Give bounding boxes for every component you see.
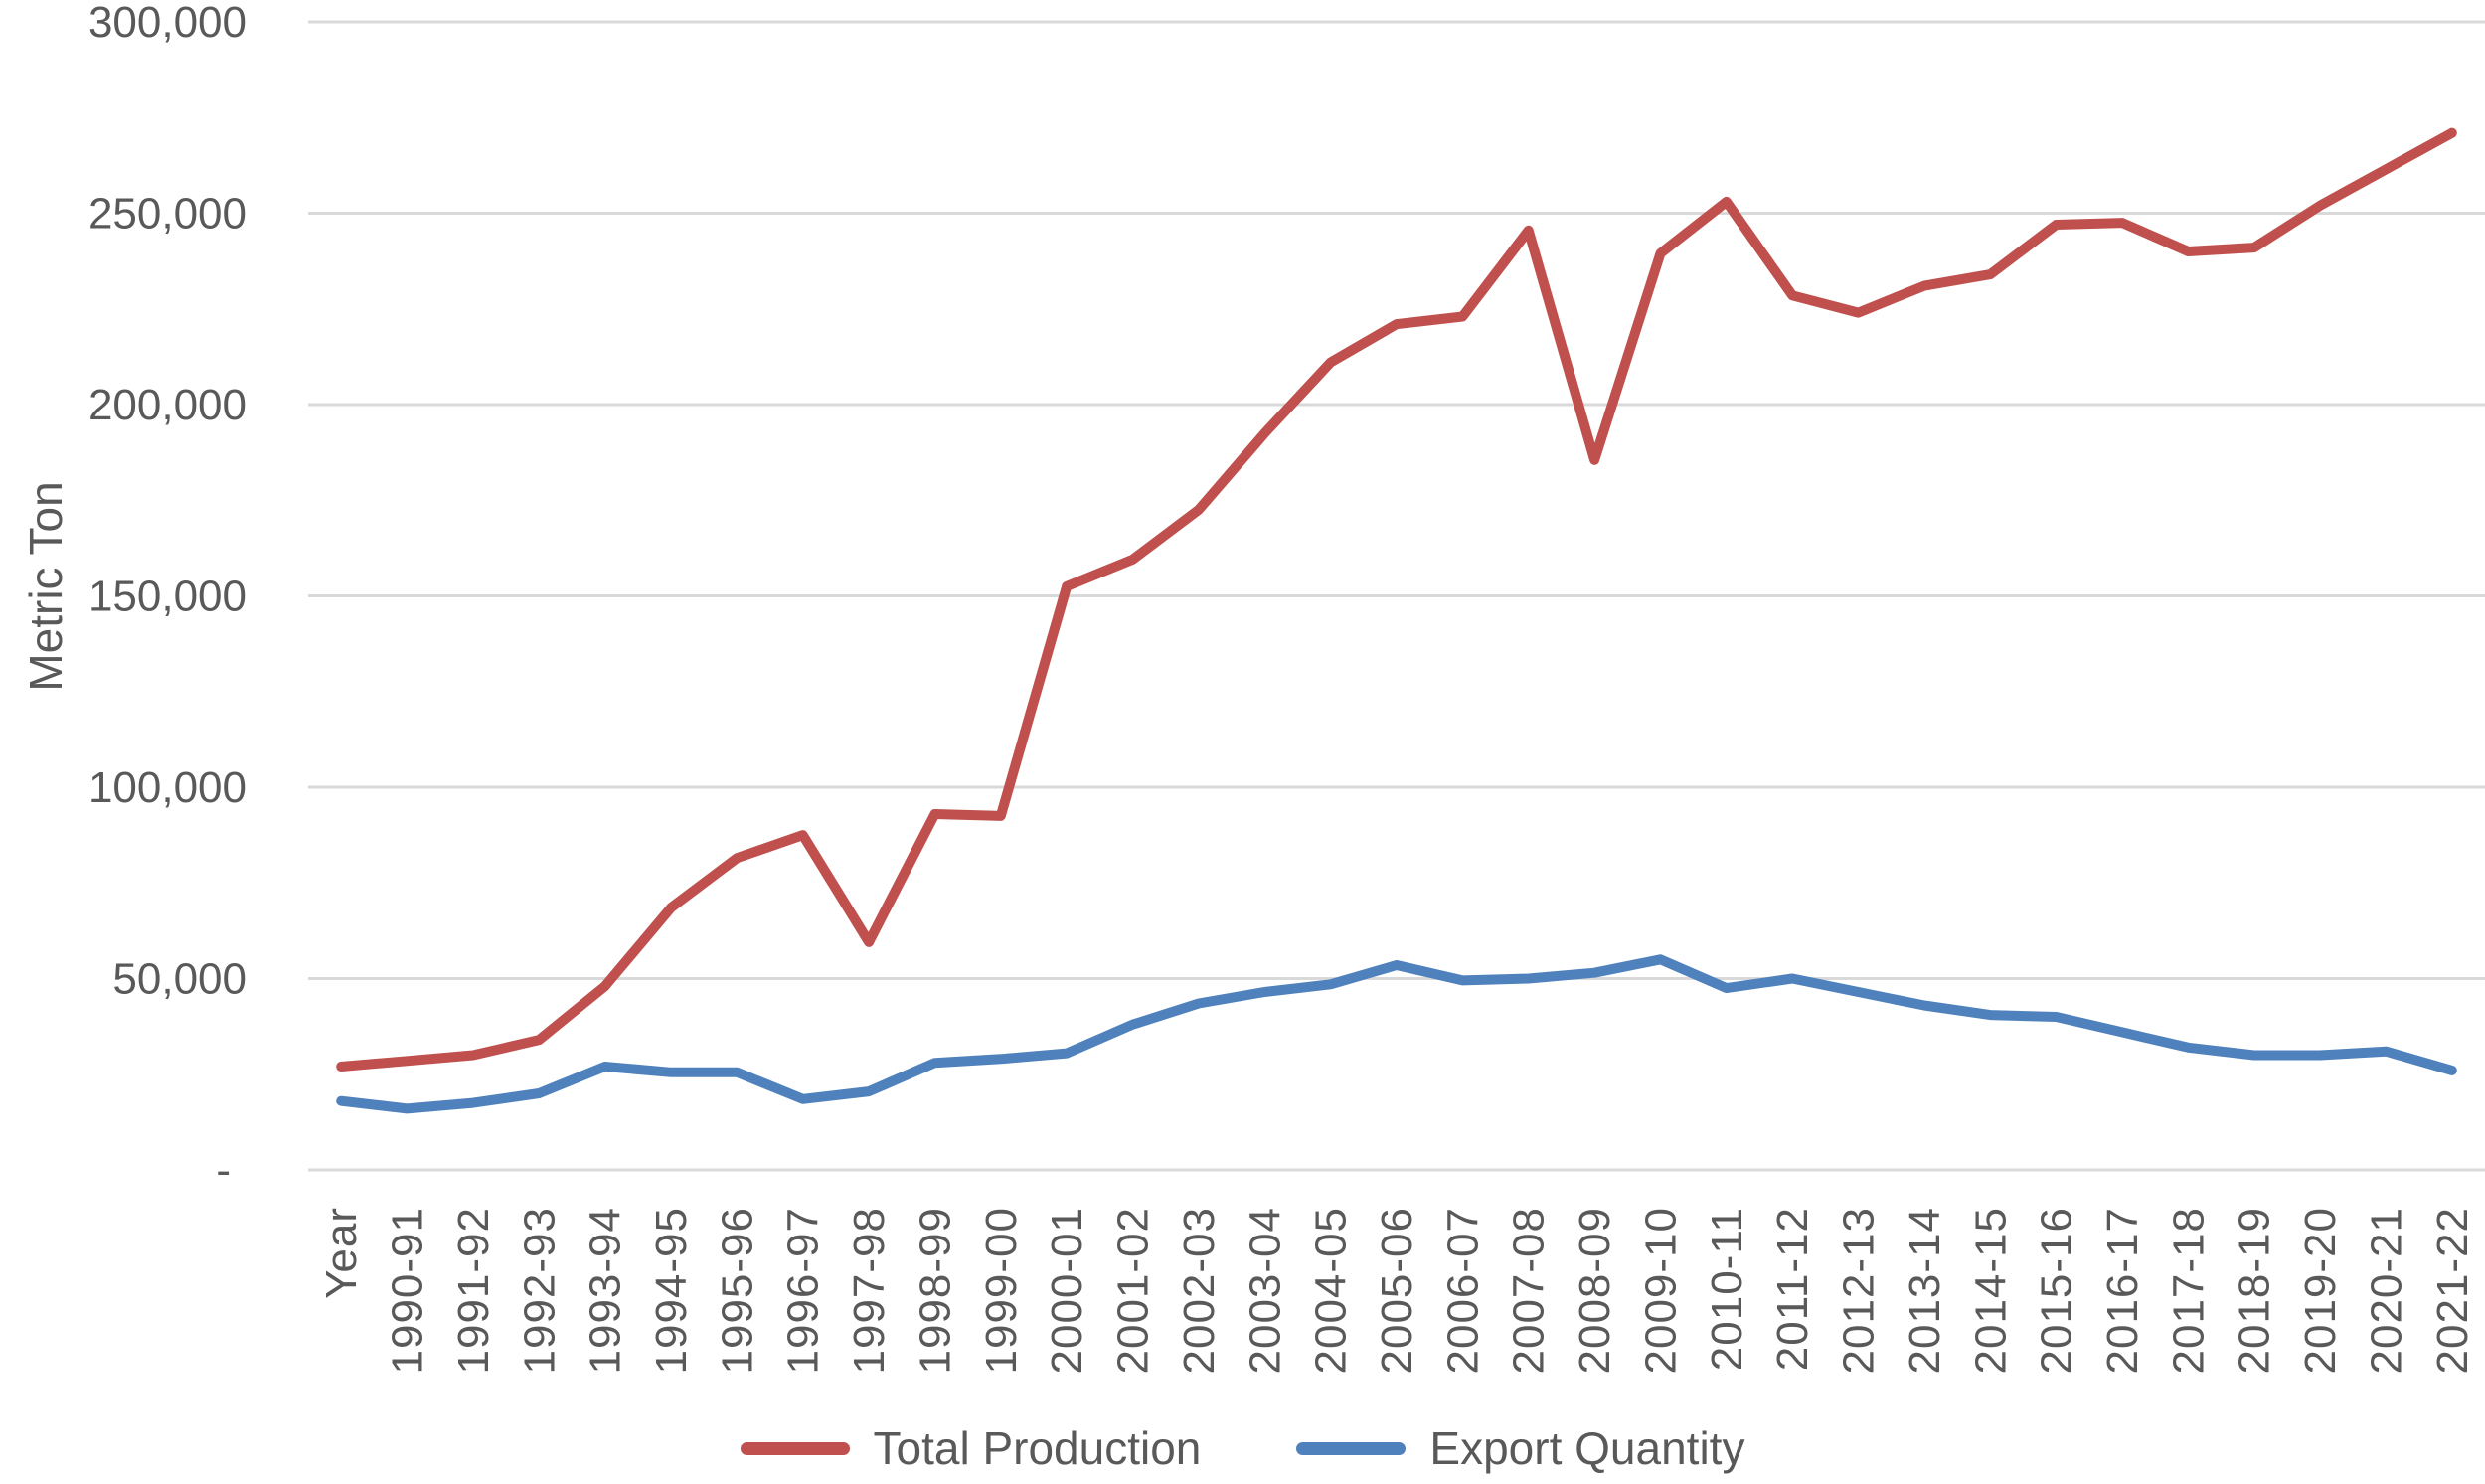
x-tick-label: 2020-21	[2363, 1207, 2411, 1374]
x-tick-label: 1998-99	[911, 1207, 960, 1374]
x-tick-label: 2012-13	[1835, 1207, 1884, 1374]
y-tick-label: -	[216, 1146, 231, 1195]
x-tick-label: 2002-03	[1175, 1207, 1224, 1374]
x-tick-label: 2015-16	[2033, 1207, 2081, 1374]
x-tick-label: 1995-96	[713, 1207, 761, 1374]
x-tick-label: 2006-07	[1438, 1207, 1487, 1374]
y-tick-label: 250,000	[88, 190, 247, 239]
y-tick-label: 200,000	[88, 381, 247, 429]
x-tick-label: 2007-08	[1505, 1207, 1554, 1374]
x-tick-label: 2008-09	[1571, 1207, 1619, 1374]
x-tick-label: 2014-15	[1966, 1207, 2015, 1374]
x-tick-label: 1997-98	[845, 1207, 894, 1374]
x-tick-label: 2009-10	[1637, 1207, 1686, 1374]
legend: Total Production Export Quantity	[0, 1421, 2485, 1475]
x-tick-label: 2011-12	[1768, 1207, 1817, 1371]
x-tick-label: 2019-20	[2296, 1207, 2345, 1374]
x-tick-label: 1996-97	[779, 1207, 828, 1374]
legend-label-total-production: Total Production	[873, 1422, 1202, 1474]
x-tick-label: 2017-18	[2164, 1207, 2213, 1374]
legend-swatch-total-production	[740, 1441, 850, 1455]
x-tick-label: 1992-93	[515, 1207, 564, 1374]
y-tick-label: 100,000	[88, 763, 247, 812]
x-tick-label: 2021-22	[2428, 1207, 2477, 1374]
x-tick-label: 2005-06	[1373, 1207, 1421, 1374]
legend-swatch-export-quantity	[1296, 1441, 1407, 1455]
x-tick-label: 2003-04	[1241, 1207, 1289, 1374]
x-tick-label: Year	[317, 1207, 366, 1299]
x-tick-label: 1994-95	[647, 1207, 696, 1374]
series-line-export-quantity	[336, 954, 2457, 1114]
x-tick-label: 1993-94	[581, 1207, 630, 1374]
legend-item-total-production: Total Production	[740, 1421, 1202, 1475]
y-axis-title: Metric Ton	[20, 481, 72, 692]
series-line-total-production	[336, 127, 2457, 1072]
x-tick-label: 1991-92	[449, 1207, 498, 1374]
x-tick-label: 1999-00	[977, 1207, 1026, 1374]
legend-item-export-quantity: Export Quantity	[1296, 1421, 1744, 1475]
x-tick-label: 2004-05	[1307, 1207, 1356, 1374]
x-tick-label: 2018-19	[2231, 1207, 2279, 1374]
x-tick-label: 2016-17	[2098, 1207, 2147, 1374]
y-tick-label: 50,000	[112, 955, 247, 1004]
y-tick-label: 300,000	[88, 0, 247, 47]
x-tick-label: 2013-14	[1901, 1207, 1949, 1374]
y-tick-label: 150,000	[88, 573, 247, 621]
x-tick-label: 2001-02	[1109, 1207, 1158, 1374]
x-tick-label: 2000-01	[1043, 1207, 1091, 1374]
x-tick-label: 1990-91	[384, 1207, 432, 1374]
x-tick-label: 2010-11	[1703, 1207, 1751, 1371]
legend-label-export-quantity: Export Quantity	[1429, 1422, 1745, 1474]
